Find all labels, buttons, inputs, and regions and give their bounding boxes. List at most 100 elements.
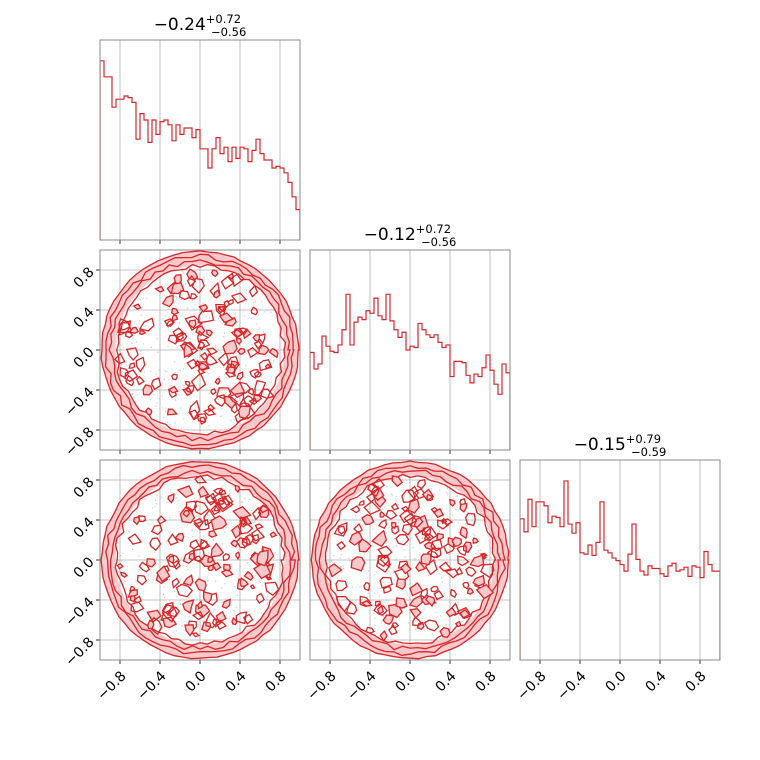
sample-point bbox=[418, 513, 421, 515]
density-contour bbox=[345, 600, 358, 615]
sample-point bbox=[201, 632, 203, 635]
density-contour bbox=[391, 475, 404, 488]
density-contour bbox=[113, 352, 126, 365]
sample-point bbox=[186, 524, 189, 526]
density-contour bbox=[171, 373, 178, 381]
sample-point bbox=[331, 560, 333, 562]
density-contour bbox=[475, 583, 495, 600]
density-contour bbox=[465, 566, 477, 577]
density-contour bbox=[239, 516, 247, 526]
sample-point bbox=[149, 398, 152, 401]
density-contour bbox=[194, 578, 207, 592]
density-contour bbox=[191, 610, 204, 621]
sample-point bbox=[172, 492, 174, 494]
sample-point bbox=[197, 268, 199, 271]
density-contour bbox=[129, 585, 136, 592]
sample-point bbox=[176, 596, 178, 598]
panel-border bbox=[99, 249, 301, 451]
density-contour bbox=[191, 277, 205, 294]
density-contour bbox=[235, 551, 241, 561]
sample-point bbox=[449, 510, 451, 512]
sample-point bbox=[140, 314, 143, 317]
density-contour bbox=[156, 515, 167, 525]
density-contour bbox=[190, 372, 207, 392]
density-contour bbox=[310, 460, 510, 660]
density-contour bbox=[206, 329, 214, 337]
density-contour bbox=[195, 325, 206, 337]
density-contour bbox=[128, 326, 140, 334]
sample-point bbox=[418, 554, 421, 556]
panel-border bbox=[99, 39, 301, 241]
density-contour bbox=[462, 581, 470, 590]
density-contour bbox=[199, 416, 207, 425]
title-lower: −0.56 bbox=[211, 25, 246, 39]
sample-point bbox=[254, 290, 256, 293]
density-contour bbox=[358, 538, 372, 553]
sample-point bbox=[234, 313, 236, 315]
density-contour bbox=[238, 518, 254, 535]
sample-point bbox=[225, 526, 227, 529]
marginal-panel-1: −0.24+0.72 −0.56 bbox=[99, 12, 301, 244]
sample-point bbox=[258, 400, 261, 403]
density-contour bbox=[145, 407, 153, 416]
histogram-step bbox=[520, 480, 720, 660]
sample-point bbox=[184, 283, 187, 285]
sample-point bbox=[477, 550, 480, 552]
density-contour bbox=[430, 538, 443, 552]
sample-point bbox=[163, 378, 165, 381]
sample-point bbox=[414, 557, 416, 560]
sample-point bbox=[189, 337, 192, 340]
sample-point bbox=[180, 427, 183, 429]
density-contour bbox=[186, 274, 197, 288]
density-contour bbox=[459, 502, 468, 513]
density-contour bbox=[150, 377, 162, 391]
sample-point bbox=[245, 364, 247, 367]
sample-point bbox=[462, 579, 465, 582]
density-contour bbox=[199, 351, 209, 361]
density-contour bbox=[391, 521, 397, 530]
density-contour bbox=[149, 537, 162, 552]
x-tick-label: 0.0 bbox=[393, 668, 420, 695]
density-contour bbox=[420, 553, 432, 566]
density-contour bbox=[247, 346, 259, 359]
density-contour bbox=[217, 499, 227, 505]
sample-point bbox=[264, 311, 266, 313]
density-contour bbox=[210, 504, 221, 516]
sample-point bbox=[235, 606, 238, 608]
sample-point bbox=[247, 291, 249, 293]
sample-point bbox=[430, 488, 433, 490]
sample-point bbox=[441, 581, 443, 583]
sample-point bbox=[254, 301, 257, 303]
density-contour bbox=[207, 556, 214, 563]
density-contour bbox=[416, 479, 427, 490]
sample-point bbox=[118, 570, 120, 572]
density-contour bbox=[318, 469, 502, 651]
density-contour bbox=[423, 619, 440, 632]
sample-point bbox=[392, 572, 394, 574]
sample-point bbox=[221, 485, 224, 487]
sample-point bbox=[193, 429, 196, 432]
sample-point bbox=[181, 597, 183, 600]
x-tick-label: 0.0 bbox=[183, 668, 210, 695]
density-contour bbox=[110, 469, 292, 651]
sample-point bbox=[167, 326, 170, 329]
density-contour bbox=[390, 502, 400, 511]
density-contour bbox=[269, 531, 278, 539]
sample-point bbox=[181, 270, 183, 273]
density-contour bbox=[212, 487, 224, 496]
sample-point bbox=[354, 556, 356, 558]
density-contour bbox=[197, 341, 206, 351]
sample-point bbox=[179, 603, 182, 605]
sample-point bbox=[482, 570, 484, 572]
sample-point bbox=[446, 494, 449, 496]
sample-point bbox=[191, 299, 194, 302]
density-contour bbox=[328, 563, 343, 578]
density-contour bbox=[198, 303, 209, 313]
y-tick-label: −0.4 bbox=[62, 384, 97, 419]
sample-point bbox=[340, 521, 343, 524]
sample-point bbox=[230, 359, 232, 361]
density-contour bbox=[373, 602, 388, 616]
density-contour bbox=[235, 337, 243, 345]
x-tick-label: 0.4 bbox=[223, 668, 250, 695]
sample-point bbox=[457, 601, 459, 604]
